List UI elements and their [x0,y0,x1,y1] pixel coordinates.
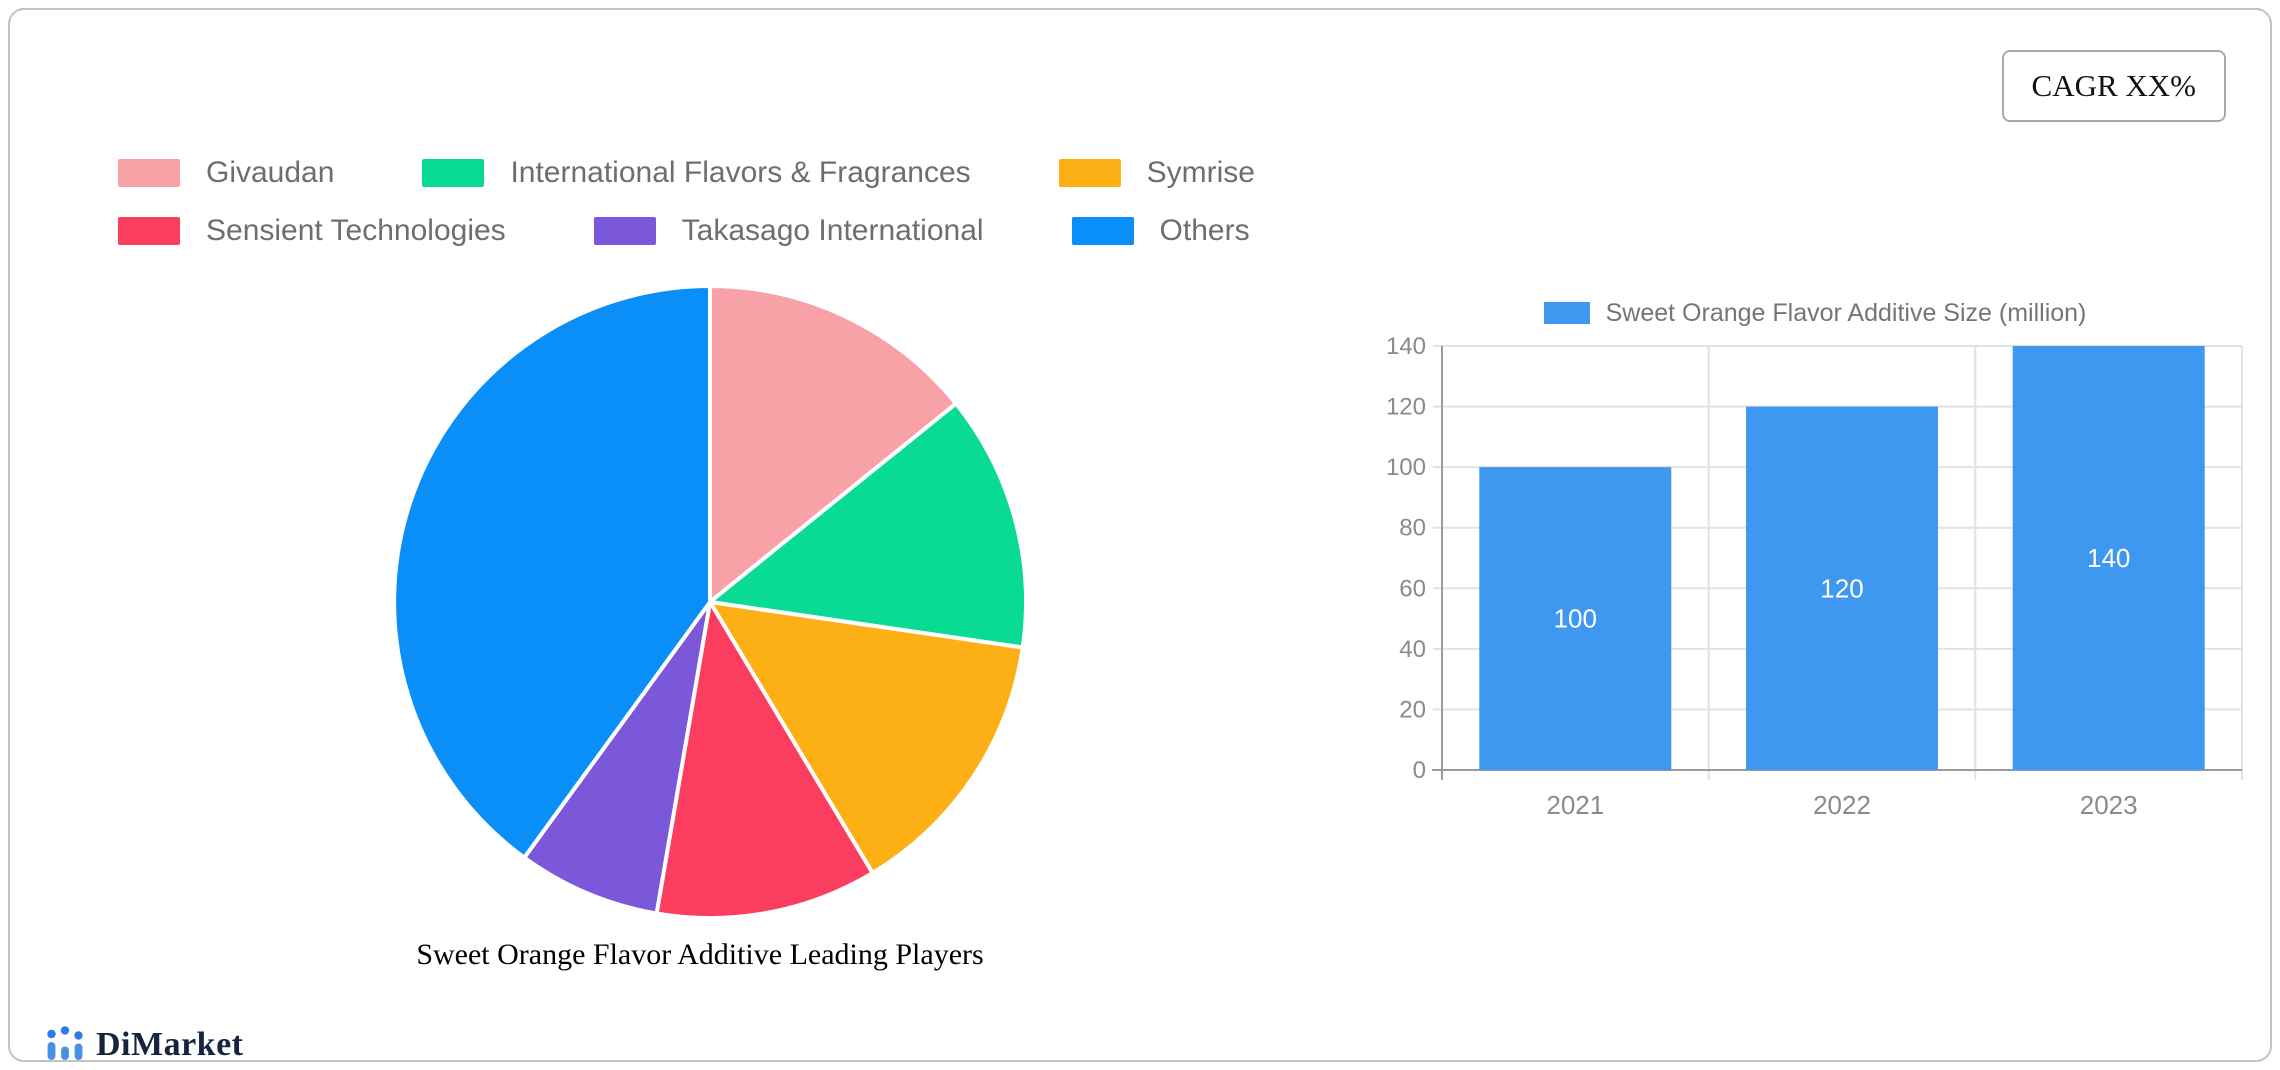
bar-chart-logo-icon [47,1026,83,1060]
pie-slice-sensient-technologies[interactable] [654,600,875,921]
x-tick-label: 2022 [1813,790,1871,820]
bar-2022[interactable] [1746,406,1938,770]
legend-item-others[interactable]: Others [1071,214,1250,248]
y-tick-label: 60 [1399,575,1426,602]
x-tick-label: 2023 [2080,790,2138,820]
bar-value-label: 120 [1820,573,1863,603]
y-tick-label: 80 [1399,515,1426,542]
legend-label: Symrise [1146,156,1255,189]
bar-legend-label: Sweet Orange Flavor Additive Size (milli… [1605,298,2087,327]
bar-legend-swatch [1543,302,1590,324]
pie-slice-symrise[interactable] [708,600,1025,875]
brand-name: DiMarket [96,1026,244,1063]
bar-chart-legend[interactable]: Sweet Orange Flavor Additive Size (milli… [1370,296,2260,330]
bar-2023[interactable] [2012,346,2205,770]
x-tick-label: 2021 [1546,790,1604,820]
bar-value-label: 140 [2087,543,2130,573]
legend-label: Sensient Technologies [206,214,506,247]
legend-item-takasago-international[interactable]: Takasago International [593,214,984,248]
legend-item-givaudan[interactable]: Givaudan [118,156,334,190]
bar-chart-plot: 0 20 40 60 80 100 120 140 100 2021 120 2022 140 2023 [1386,333,2243,820]
bar-chart: Sweet Orange Flavor Additive Size (milli… [1370,296,2260,830]
pie-slice-others[interactable] [392,284,712,860]
y-tick-label: 140 [1386,333,1426,360]
legend-item-international-flavors-fragrances[interactable]: International Flavors & Fragrances [422,156,971,190]
pie-chart [392,284,1028,921]
legend-swatch [118,159,180,187]
y-tick-label: 40 [1399,636,1426,663]
legend-label: Others [1159,214,1250,247]
y-tick-label: 100 [1386,454,1426,481]
pie-slice-takasago-international[interactable] [522,600,712,916]
bar-value-label: 100 [1554,604,1597,634]
chart-card: CAGR XX% Givaudan International Flavors &… [8,8,2272,1063]
bar-2021[interactable] [1479,467,1672,770]
legend-swatch [593,217,656,245]
legend-label: International Flavors & Fragrances [510,156,971,189]
legend-label: Givaudan [206,156,335,189]
legend-swatch [1071,217,1134,245]
legend-item-symrise[interactable]: Symrise [1058,156,1255,190]
legend-item-sensient-technologies[interactable]: Sensient Technologies [118,214,506,248]
pie-slice-givaudan[interactable] [708,284,958,604]
brand-logo[interactable]: DiMarket [44,1024,244,1066]
legend-swatch [1058,159,1121,187]
pie-legend: Givaudan International Flavors & Fragranc… [118,156,1255,248]
y-tick-label: 20 [1399,696,1426,723]
pie-title: Sweet Orange Flavor Additive Leading Pla… [416,938,984,971]
y-tick-label: 120 [1386,394,1426,421]
legend-row: Givaudan International Flavors & Fragranc… [118,156,1255,190]
legend-swatch [118,217,180,245]
legend-label: Takasago International [681,214,984,247]
legend-row: Sensient Technologies Takasago Internatio… [118,214,1255,248]
legend-swatch [422,159,485,187]
y-tick-label: 0 [1413,757,1426,784]
pie-slice-international-flavors-fragrances[interactable] [708,401,1028,650]
cagr-badge: CAGR XX% [2001,50,2226,122]
